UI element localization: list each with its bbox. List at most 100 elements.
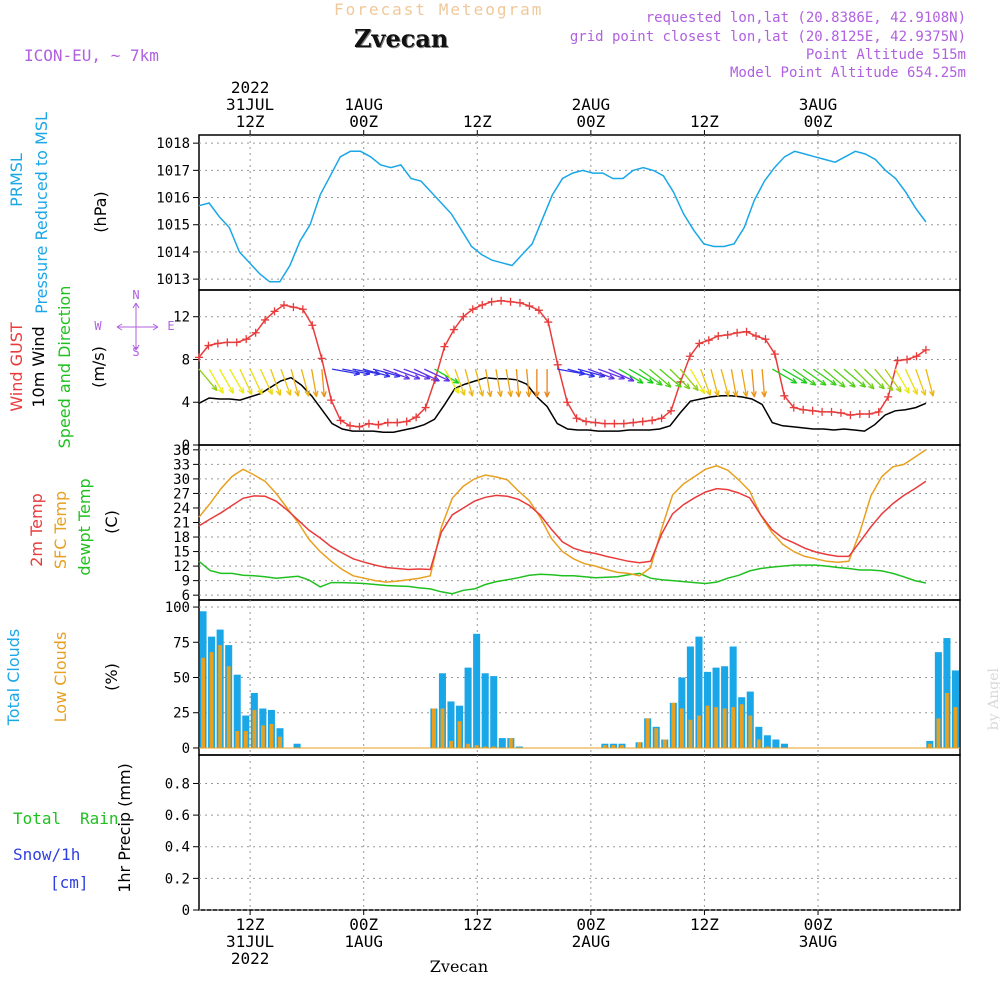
point-altitude: Point Altitude 515m bbox=[805, 47, 966, 63]
wind-gust-marker bbox=[421, 403, 430, 412]
ytick-label-pressure: 1017 bbox=[156, 163, 190, 179]
wind-direction-arrowhead bbox=[478, 390, 485, 397]
wind-direction-arrow bbox=[208, 368, 224, 394]
wind-gust-marker bbox=[591, 418, 600, 427]
wind-direction-arrowhead bbox=[675, 381, 682, 388]
wind-direction-arrowhead bbox=[665, 381, 672, 388]
panel-frame-pressure bbox=[198, 134, 961, 291]
low-cloud-bar bbox=[432, 708, 436, 748]
wind-direction-arrow bbox=[812, 368, 837, 386]
wind-direction-arrow bbox=[833, 368, 856, 388]
pressure-line bbox=[198, 150, 927, 283]
wind-direction-arrowhead bbox=[849, 381, 856, 388]
wind-direction-arrow bbox=[730, 368, 737, 397]
wind-gust-marker bbox=[308, 321, 317, 330]
total-cloud-bar bbox=[721, 666, 729, 748]
pressure-label-2: Pressure Reduced to MSL bbox=[32, 112, 51, 314]
wind-direction-arrowhead bbox=[515, 391, 522, 398]
wind-direction-arrowhead bbox=[218, 387, 224, 394]
wind-direction-arrowhead bbox=[496, 390, 503, 398]
wind-gust-marker bbox=[770, 350, 779, 359]
wind-direction-arrowhead bbox=[713, 390, 720, 397]
wind-direction-arrow bbox=[925, 368, 934, 397]
wind-direction-arrowhead bbox=[692, 384, 699, 392]
ytick-label-clouds: 50 bbox=[173, 671, 190, 687]
total-cloud-bar bbox=[447, 701, 455, 748]
temp-label-sfc: SFC Temp bbox=[51, 491, 70, 569]
wind-direction-arrowhead bbox=[859, 381, 867, 388]
low-cloud-bar bbox=[603, 745, 607, 748]
wind-gust-marker bbox=[393, 418, 402, 427]
wind-direction-arrow bbox=[423, 368, 450, 382]
low-cloud-bar bbox=[722, 708, 727, 748]
ytick-label-temp: 15 bbox=[173, 545, 190, 561]
wind-gust-marker bbox=[600, 419, 609, 428]
wind-direction-arrowhead bbox=[724, 390, 730, 397]
wind-direction-arrow bbox=[577, 368, 606, 377]
wind-direction-arrowhead bbox=[830, 379, 837, 386]
low-cloud-bar bbox=[765, 746, 770, 748]
wind-gust-marker bbox=[846, 411, 855, 420]
wind-gust-marker bbox=[855, 410, 864, 418]
top-tick-label: 2022 bbox=[231, 78, 270, 97]
ytick-label-temp: 9 bbox=[182, 574, 190, 590]
total-cloud-bar bbox=[233, 674, 241, 748]
ytick-label-temp: 33 bbox=[173, 457, 190, 473]
wind-direction-arrow bbox=[362, 368, 391, 377]
top-tick-label: 31JUL bbox=[226, 95, 274, 114]
total-cloud-bar bbox=[515, 746, 523, 748]
temp-label-2m: 2m Temp bbox=[27, 493, 46, 567]
wind-direction-arrowhead bbox=[699, 387, 706, 394]
low-cloud-bar bbox=[449, 740, 453, 748]
wind-direction-arrow bbox=[618, 368, 644, 384]
wind-label-wind: 10m Wind bbox=[29, 326, 48, 407]
wind-gust-marker bbox=[921, 345, 930, 354]
bottom-tick-label: 1AUG bbox=[344, 932, 383, 951]
wind-direction-arrow bbox=[802, 368, 827, 386]
ytick-label-temp: 36 bbox=[173, 443, 190, 459]
low-cloud-bar bbox=[466, 743, 471, 748]
ytick-label-pressure: 1018 bbox=[156, 136, 190, 152]
low-cloud-bar bbox=[235, 731, 240, 748]
ytick-label-precip: 0.2 bbox=[165, 871, 190, 887]
ytick-label-temp: 30 bbox=[173, 472, 190, 488]
wind-gust-marker bbox=[213, 339, 222, 348]
compass-n: N bbox=[132, 288, 139, 302]
ytick-label-pressure: 1016 bbox=[156, 191, 190, 207]
wind-direction-arrow bbox=[342, 368, 371, 375]
wind-gust-marker bbox=[751, 331, 760, 340]
wind-direction-arrow bbox=[915, 368, 926, 396]
wind-gust-marker bbox=[525, 302, 534, 311]
wind-direction-arrowhead bbox=[750, 391, 757, 398]
wind-direction-arrow bbox=[843, 368, 866, 388]
low-cloud-bar bbox=[474, 745, 479, 748]
wind-direction-arrowhead bbox=[533, 391, 540, 398]
wind-gust-marker bbox=[506, 297, 515, 306]
wind-gust-marker bbox=[648, 416, 657, 425]
wind-direction-arrowhead bbox=[403, 374, 411, 380]
low-cloud-bar bbox=[269, 724, 274, 748]
wind-direction-arrow bbox=[864, 368, 885, 390]
pressure-label-1: PRMSL bbox=[7, 153, 26, 207]
wind-direction-arrowhead bbox=[878, 383, 885, 390]
wind-gust-marker bbox=[544, 318, 553, 327]
low-cloud-bar bbox=[508, 738, 513, 748]
bottom-tick-label: 2022 bbox=[231, 949, 270, 968]
wind-direction-arrow bbox=[444, 368, 460, 394]
wind-direction-arrow bbox=[772, 368, 797, 384]
wind-direction-arrow bbox=[515, 369, 520, 398]
wind-gust-marker bbox=[449, 325, 458, 334]
wind-direction-arrowhead bbox=[228, 387, 235, 394]
ytick-label-wind: 8 bbox=[182, 352, 190, 368]
wind-gust-marker bbox=[279, 300, 288, 309]
low-cloud-bar bbox=[201, 657, 205, 748]
low-cloud-bar bbox=[662, 739, 667, 748]
wind-direction-arrow bbox=[751, 369, 755, 398]
low-cloud-bar bbox=[748, 715, 753, 748]
wind-direction-arrow bbox=[393, 368, 421, 380]
top-tick-label: 12Z bbox=[463, 112, 492, 131]
low-cloud-bar bbox=[252, 709, 257, 748]
total-cloud-bar bbox=[772, 739, 780, 748]
compass-arrows bbox=[116, 302, 159, 351]
temp-label-dewpt: dewpt Temp bbox=[75, 478, 94, 575]
